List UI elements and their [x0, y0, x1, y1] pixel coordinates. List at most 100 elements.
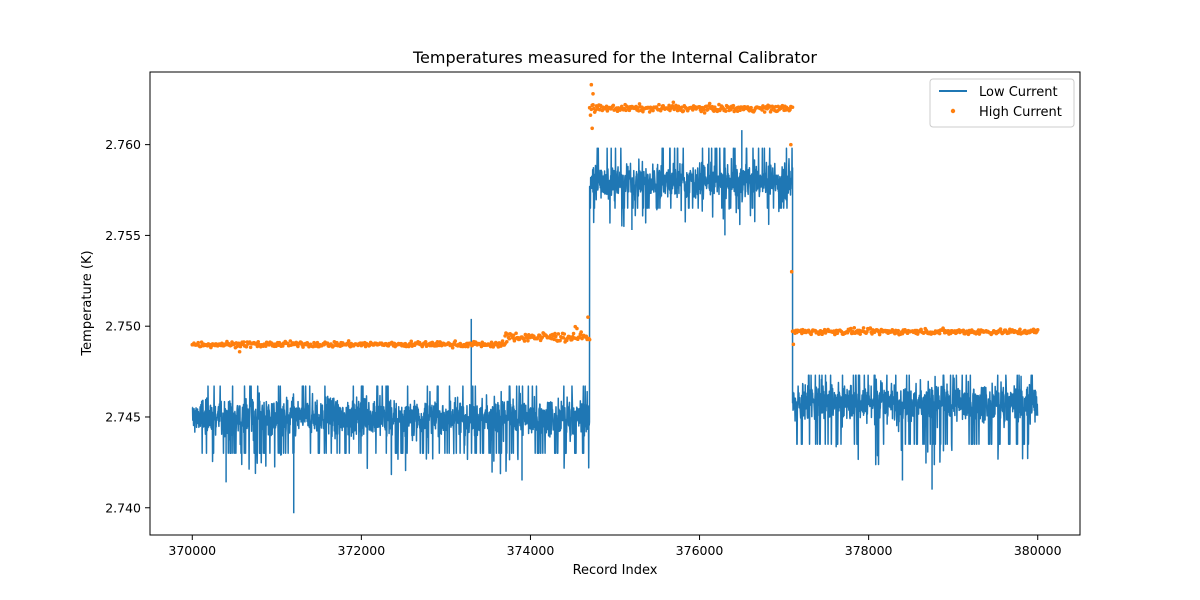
high-current-point	[667, 103, 671, 108]
high-current-point	[624, 108, 628, 113]
high-current-point	[681, 109, 686, 113]
chart-title: Temperatures measured for the Internal C…	[412, 48, 817, 67]
high-current-point	[767, 104, 772, 109]
high-current-point	[562, 332, 567, 336]
high-current-point	[702, 111, 707, 115]
high-current-point	[537, 333, 542, 338]
high-current-point	[789, 142, 793, 147]
high-current-point	[503, 334, 507, 338]
x-axis-label: Record Index	[573, 563, 658, 578]
high-current-point	[998, 327, 1003, 331]
high-current-point	[937, 331, 942, 336]
high-current-point	[760, 108, 764, 112]
high-current-point	[504, 340, 509, 344]
high-current-point	[466, 344, 470, 349]
x-axis-ticks: 370000 372000 374000 376000 378000 380000	[168, 535, 1062, 558]
high-current-point	[591, 103, 595, 107]
high-current-point	[561, 335, 566, 340]
high-current-point	[453, 339, 458, 343]
high-current-point	[868, 326, 873, 330]
high-current-point	[584, 334, 589, 339]
high-current-point	[558, 338, 562, 343]
high-current-point	[790, 105, 795, 110]
high-current-point	[288, 339, 293, 343]
high-current-point	[865, 329, 869, 334]
legend-label-high-current: High Current	[979, 105, 1062, 120]
high-current-point	[769, 108, 774, 112]
high-current-point	[590, 126, 594, 131]
high-current-point	[699, 109, 704, 114]
high-current-point	[540, 335, 545, 340]
high-current-point	[706, 107, 710, 111]
high-current-point	[605, 109, 610, 113]
y-axis-label: Temperature (K)	[80, 250, 95, 356]
high-current-point	[580, 336, 584, 341]
high-current-point	[723, 109, 728, 113]
high-current-point	[671, 100, 676, 105]
high-current-point	[591, 91, 595, 96]
high-current-point	[301, 345, 305, 349]
high-current-point	[242, 340, 246, 344]
high-current-point	[346, 339, 351, 343]
high-current-point	[511, 333, 516, 338]
low-current-line	[191, 130, 1039, 514]
high-current-point	[651, 108, 655, 113]
x-tick-label: 372000	[338, 543, 386, 558]
legend-marker-high-current	[950, 108, 956, 114]
high-current-point	[450, 345, 455, 350]
high-current-point	[749, 105, 753, 110]
high-current-point	[587, 337, 592, 342]
high-current-point	[526, 338, 530, 343]
high-current-point	[514, 331, 518, 336]
high-current-point	[553, 331, 557, 336]
x-tick-label: 376000	[676, 543, 724, 558]
high-current-point	[611, 103, 616, 108]
high-current-point	[435, 340, 440, 344]
x-tick-label: 374000	[507, 543, 555, 558]
high-current-point	[712, 105, 717, 109]
high-current-point	[858, 332, 862, 336]
high-current-point	[507, 336, 512, 341]
high-current-point	[575, 326, 579, 331]
series-high-current	[190, 82, 1040, 354]
high-current-point	[588, 113, 593, 117]
high-current-point	[586, 315, 590, 319]
high-current-point	[571, 331, 576, 336]
high-current-point	[852, 326, 857, 330]
high-current-point	[788, 107, 792, 112]
high-current-point	[877, 332, 882, 337]
y-tick-label: 2.755	[105, 228, 141, 243]
high-current-point	[589, 82, 594, 87]
high-current-point	[556, 332, 561, 336]
high-current-point	[657, 102, 661, 107]
high-current-point	[861, 326, 866, 330]
high-current-point	[637, 102, 642, 106]
high-current-point	[961, 328, 966, 333]
high-current-point	[731, 103, 736, 108]
y-tick-label: 2.740	[105, 500, 141, 515]
high-current-point	[849, 326, 853, 331]
high-current-point	[1018, 327, 1022, 332]
high-current-point	[196, 340, 200, 345]
y-tick-label: 2.750	[105, 319, 141, 334]
high-current-point	[789, 269, 794, 274]
high-current-point	[579, 330, 583, 334]
y-tick-label: 2.745	[105, 409, 141, 424]
high-current-point	[237, 349, 242, 354]
high-current-point	[1035, 328, 1040, 332]
high-current-point	[409, 339, 414, 344]
high-current-point	[500, 339, 505, 343]
high-current-point	[701, 107, 706, 112]
high-current-point	[248, 345, 253, 350]
high-current-point	[707, 101, 712, 106]
plot-data	[190, 82, 1040, 514]
x-tick-label: 370000	[168, 543, 216, 558]
high-current-point	[554, 334, 558, 339]
high-current-point	[738, 108, 742, 113]
high-current-point	[423, 340, 428, 344]
y-axis-ticks: 2.740 2.745 2.750 2.755 2.760	[105, 137, 150, 515]
high-current-point	[522, 339, 527, 343]
high-current-point	[791, 342, 796, 347]
plot-frame	[149, 71, 1081, 536]
